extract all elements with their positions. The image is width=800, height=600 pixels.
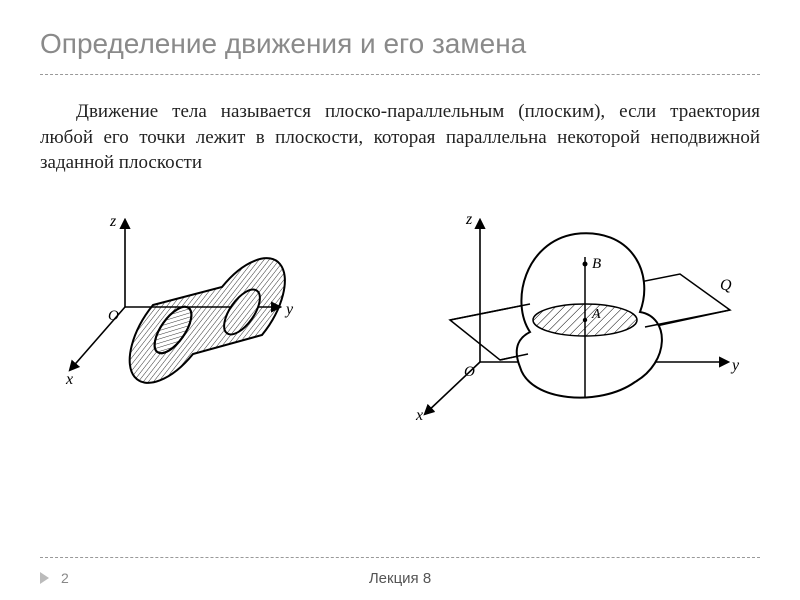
- label-origin-left: O: [108, 308, 119, 324]
- footer-divider: [40, 557, 760, 558]
- lecture-label: Лекция 8: [369, 570, 431, 587]
- figures-row: z y x O: [40, 196, 760, 422]
- plane-front-edge-2: [645, 310, 730, 327]
- label-x-right: x: [415, 407, 423, 422]
- label-point-a: A: [591, 307, 601, 322]
- label-origin-right: O: [464, 364, 475, 380]
- label-plane-q: Q: [720, 277, 732, 294]
- label-z-right: z: [465, 211, 473, 228]
- play-icon: [40, 572, 49, 584]
- slide: Определение движения и его замена Движен…: [0, 0, 800, 600]
- page-number: 2: [61, 570, 69, 586]
- label-y: y: [284, 301, 294, 318]
- figure-plane-section: z y x O Q B A: [380, 202, 750, 422]
- footer: 2 Лекция 8: [0, 570, 800, 586]
- label-z: z: [109, 213, 117, 230]
- slide-title: Определение движения и его замена: [40, 28, 760, 60]
- cylinder: [130, 258, 285, 383]
- figure-cylinder: z y x O: [50, 202, 340, 392]
- label-point-b: B: [592, 256, 601, 272]
- point-a: [583, 318, 587, 322]
- label-x: x: [65, 371, 73, 388]
- plane-front-edge-1: [450, 304, 530, 320]
- point-b: [583, 261, 588, 266]
- title-divider: [40, 74, 760, 75]
- label-y-right: y: [730, 357, 740, 374]
- definition-paragraph: Движение тела называется плоско-параллел…: [40, 99, 760, 176]
